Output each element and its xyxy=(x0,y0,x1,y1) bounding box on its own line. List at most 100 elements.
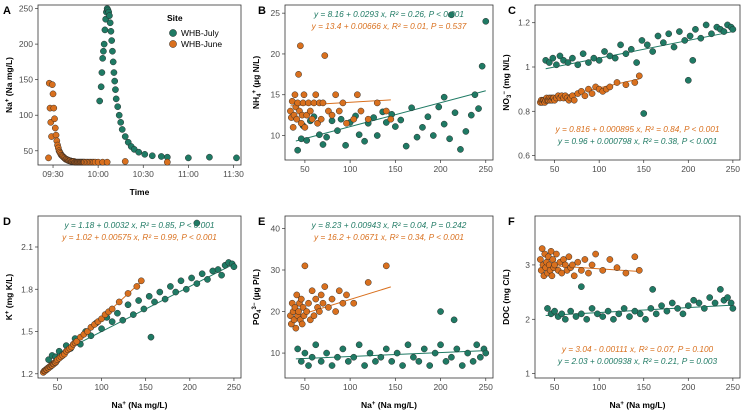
data-point xyxy=(325,304,332,311)
y-tick-label: 1 xyxy=(525,62,530,72)
x-tick-label: 100 xyxy=(343,382,357,392)
data-point xyxy=(110,69,118,76)
fit-equation-july: y = 0.96 + 0.000798 x, R² = 0.38, P < 0.… xyxy=(557,136,717,146)
data-point xyxy=(706,294,714,301)
x-tick-label: 09:30 xyxy=(42,169,64,179)
data-point xyxy=(393,349,401,357)
data-point xyxy=(291,91,299,99)
data-point xyxy=(115,298,123,306)
data-point xyxy=(312,295,320,303)
data-point xyxy=(156,288,164,296)
data-point xyxy=(631,307,639,315)
data-point xyxy=(581,92,589,100)
data-point xyxy=(676,28,683,35)
x-tick-label: 10:00 xyxy=(88,169,110,179)
data-point xyxy=(292,324,300,332)
data-point xyxy=(323,349,330,357)
data-point xyxy=(585,85,592,93)
data-point xyxy=(660,39,667,46)
data-point xyxy=(686,32,694,40)
fit-equation-june: y = 0.816 + 0.000895 x, R² = 0.84, P < 0… xyxy=(555,124,720,134)
data-point xyxy=(610,315,617,323)
data-point xyxy=(121,133,129,140)
data-point xyxy=(437,341,444,349)
data-point xyxy=(720,28,728,35)
data-point xyxy=(124,301,132,309)
data-point xyxy=(84,328,91,335)
data-point xyxy=(233,154,240,162)
data-point xyxy=(98,69,106,76)
data-point xyxy=(392,123,399,130)
data-point xyxy=(108,37,116,44)
data-point xyxy=(289,124,297,131)
data-point xyxy=(558,310,566,318)
data-point xyxy=(553,250,560,258)
data-point xyxy=(300,91,308,99)
data-point xyxy=(473,341,481,349)
x-tick-label: 50 xyxy=(550,164,560,174)
data-point xyxy=(471,91,479,99)
data-point xyxy=(570,272,578,280)
data-point xyxy=(343,291,350,299)
data-point xyxy=(108,318,116,325)
data-point xyxy=(350,353,358,361)
axis-label-y: K+ (mg K/L) xyxy=(4,274,14,321)
data-point xyxy=(317,291,325,299)
data-point xyxy=(135,297,142,304)
data-point xyxy=(408,104,415,112)
data-point xyxy=(167,283,174,290)
data-point xyxy=(161,295,169,303)
series-WHB-July xyxy=(542,21,737,117)
data-point xyxy=(135,148,143,156)
data-point xyxy=(599,313,607,320)
y-tick-label: 3 xyxy=(525,260,530,270)
data-point xyxy=(319,99,327,107)
data-point xyxy=(339,299,347,307)
data-point xyxy=(118,126,126,133)
data-point xyxy=(649,286,656,293)
y-tick-label: 2 xyxy=(525,314,530,324)
series-WHB-June xyxy=(287,262,390,332)
data-point xyxy=(729,305,737,312)
axis-label-x: Time xyxy=(130,187,150,197)
data-point xyxy=(690,296,697,304)
data-point xyxy=(357,107,365,115)
data-point xyxy=(145,292,153,300)
data-point xyxy=(87,332,95,340)
x-tick-label: 100 xyxy=(343,164,357,174)
data-point xyxy=(312,341,320,349)
plot-frame xyxy=(284,215,494,379)
y-tick-label: 1.5 xyxy=(21,327,33,337)
data-point xyxy=(185,154,192,162)
data-point xyxy=(435,103,443,111)
data-point xyxy=(317,358,325,365)
data-point xyxy=(297,42,304,50)
axis-label-y: NO3− (mg N/L) xyxy=(501,54,513,111)
data-point xyxy=(581,256,589,263)
data-point xyxy=(440,93,448,101)
data-point xyxy=(626,313,633,320)
data-point xyxy=(564,59,572,66)
panel-A: A 50 100 150 200 250 09:30 10:00 10:30 11:00 11:30… xyxy=(3,4,244,197)
data-point xyxy=(100,47,107,55)
series-WHB-July xyxy=(294,308,490,369)
x-tick-label: 50 xyxy=(53,382,63,392)
data-point xyxy=(462,128,470,135)
data-point xyxy=(147,333,155,341)
data-point xyxy=(583,315,591,323)
y-tick-label: 50 xyxy=(24,146,34,156)
data-point xyxy=(293,291,301,299)
data-point xyxy=(328,111,336,119)
data-point xyxy=(339,99,347,107)
data-point xyxy=(631,253,639,261)
y-tick-label: 25 xyxy=(271,8,281,18)
data-point xyxy=(640,110,648,117)
y-tick-label: 20 xyxy=(271,49,281,59)
data-point xyxy=(366,349,374,357)
x-tick-label: 200 xyxy=(681,382,695,392)
y-tick-label: 1.8 xyxy=(21,284,33,294)
series-WHB-July xyxy=(96,5,240,162)
data-point xyxy=(172,288,180,296)
data-point xyxy=(585,269,592,277)
y-tick-label: 40 xyxy=(271,223,281,233)
